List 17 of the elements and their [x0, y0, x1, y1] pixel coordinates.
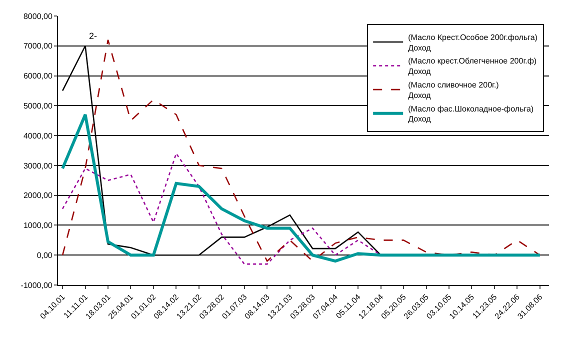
y-tick-label: 3000,00 — [23, 161, 53, 170]
y-tick-label: -1000,00 — [20, 280, 53, 290]
y-tick-label: 6000,00 — [23, 72, 53, 81]
line-series — [62, 152, 382, 265]
y-tick-label: 2000,00 — [23, 191, 53, 200]
y-tick-label: 1000,00 — [23, 221, 53, 230]
legend-label: (Масло фас.Шоколадное-фольга) Доход — [408, 104, 534, 124]
legend-label: (Масло сливочное 200г.) Доход — [408, 80, 500, 100]
y-tick-label: 7000,00 — [23, 42, 53, 51]
y-tick-label: 8000,00 — [23, 12, 53, 21]
annotation: 2- — [89, 31, 98, 41]
y-tick-label: 4000,00 — [23, 131, 53, 140]
y-tick-label: 0,00 — [36, 250, 53, 260]
y-tick-label: 5000,00 — [23, 101, 53, 110]
legend-label: (Масло крест.Облегченное 200г.ф) Доход — [408, 56, 537, 76]
line-series — [61, 113, 542, 263]
legend-label: (Масло Крест.Особое 200г.фольга) Доход — [408, 32, 538, 52]
